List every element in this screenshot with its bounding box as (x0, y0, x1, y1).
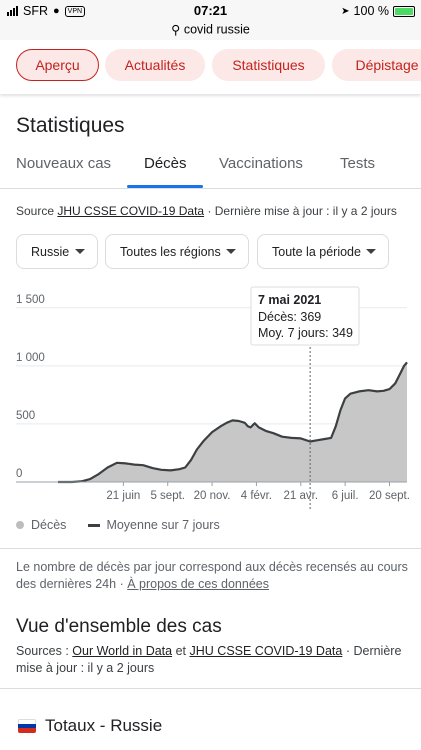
sources-and: et (175, 644, 187, 658)
russia-flag-icon (18, 719, 36, 733)
selected-tab-indicator (127, 185, 203, 188)
avg-line (58, 361, 408, 484)
chart-footnote: Le nombre de décès par jour correspond a… (16, 560, 408, 591)
legend-deaths: Décès (31, 518, 67, 532)
location-icon: ➤ (341, 5, 350, 17)
tab-nouveaux-cas[interactable]: Nouveaux cas (16, 155, 112, 172)
battery-icon (393, 5, 415, 17)
url-query: covid russie (183, 22, 250, 37)
tooltip-deaths: Décès: 369 (258, 310, 321, 324)
period-dropdown[interactable]: Toute la période (257, 234, 389, 269)
legend-avg: Moyenne sur 7 jours (106, 518, 220, 532)
chip-apercu[interactable]: Aperçu (16, 49, 99, 81)
vpn-badge: VPN (64, 5, 86, 17)
overview-title: Vue d'ensemble des cas (16, 616, 222, 637)
overview-sources: Sources : Our World in Data et JHU CSSE … (16, 643, 416, 677)
sources-suffix: · Dernière mise à jour : il y a 2 jours (16, 644, 402, 675)
owid-link[interactable]: Our World in Data (72, 644, 173, 658)
url-bar[interactable]: ⚲ covid russie (0, 22, 421, 40)
source-link[interactable]: JHU CSSE COVID-19 Data (57, 204, 205, 218)
footnote-text: Le nombre de décès par jour correspond a… (16, 560, 408, 591)
tooltip-date: 7 mai 2021 (258, 293, 321, 307)
clock: 07:21 (193, 3, 228, 18)
tooltip-avg: Moy. 7 jours: 349 (258, 326, 353, 340)
chip-depistage[interactable]: Dépistage (332, 49, 421, 81)
deaths-chart[interactable]: 0 500 1 000 1 500 21 juin 5 sept. 20 nov. 4 fév… (0, 285, 421, 510)
source-line: Source JHU CSSE COVID-19 Data · Dernière… (16, 204, 397, 218)
signal-icon (7, 6, 18, 16)
stats-title: Statistiques (16, 114, 125, 137)
source-suffix: · Dernière mise à jour : il y a 2 jours (207, 204, 397, 218)
x-tick-label: 21 juin (106, 490, 140, 502)
chip-actualites[interactable]: Actualités (105, 49, 205, 81)
tooltip-box (250, 286, 360, 346)
chips-bar: Aperçu Actualités Statistiques Dépistage (0, 40, 421, 94)
deaths-area (58, 362, 407, 482)
caret-down-icon (366, 249, 376, 254)
chip-statistiques[interactable]: Statistiques (212, 49, 325, 81)
tab-tests[interactable]: Tests (340, 155, 376, 172)
sources-prefix: Sources : (16, 644, 69, 658)
totals-heading: Totaux - Russie (45, 716, 163, 735)
about-data-link[interactable]: À propos de ces données (127, 577, 269, 591)
legend-dot-icon (16, 521, 24, 529)
status-bar: SFR ● VPN 07:21 ➤ 100 % (0, 0, 421, 22)
caret-down-icon (226, 249, 236, 254)
country-dropdown[interactable]: Russie (16, 234, 98, 269)
country-value: Russie (31, 244, 70, 259)
battery-percent: 100 % (353, 4, 389, 18)
x-tick-label: 20 nov. (194, 490, 231, 502)
x-tick-label: 4 févr. (241, 490, 272, 502)
y-tick-label: 1 000 (16, 352, 45, 364)
x-tick-label: 6 juil. (332, 490, 359, 502)
jhu-link[interactable]: JHU CSSE COVID-19 Data (189, 644, 343, 658)
x-tick-label: 21 avr. (284, 490, 319, 502)
y-tick-label: 500 (16, 410, 35, 422)
divider (0, 188, 421, 189)
region-dropdown[interactable]: Toutes les régions (105, 234, 249, 269)
carrier-label: SFR (23, 4, 48, 18)
x-tick-label: 5 sept. (150, 490, 185, 502)
legend-line-icon (88, 523, 101, 527)
y-tick-label: 1 500 (16, 294, 45, 306)
caret-down-icon (75, 249, 85, 254)
source-prefix: Source (16, 204, 55, 218)
x-tick-label: 20 sept. (369, 490, 410, 502)
divider (0, 688, 421, 689)
tab-vaccinations[interactable]: Vaccinations (219, 155, 303, 172)
y-tick-label: 0 (16, 468, 22, 480)
chart-legend: Décès Moyenne sur 7 jours (16, 518, 220, 532)
region-value: Toutes les régions (120, 244, 221, 259)
divider (0, 548, 421, 549)
search-icon: ⚲ (171, 23, 181, 38)
period-value: Toute la période (272, 244, 361, 259)
tab-deces[interactable]: Décès (144, 155, 187, 172)
wifi-icon: ● (53, 5, 60, 17)
